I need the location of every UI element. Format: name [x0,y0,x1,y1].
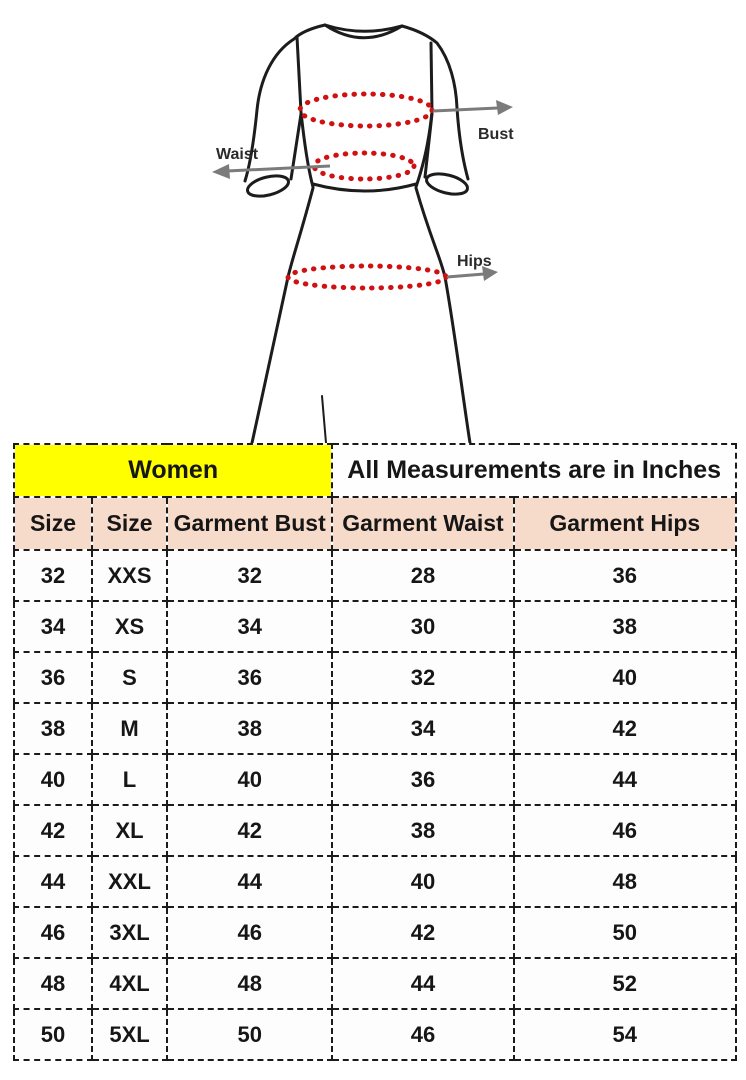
size-cell: 52 [512,957,738,1010]
size-cell: 42 [13,804,93,857]
size-cell: 48 [166,957,334,1010]
size-cell: 42 [166,804,334,857]
size-cell: 38 [13,702,93,755]
size-cell: 40 [13,753,93,806]
women-banner-cell: Women [12,443,334,498]
table-row: 32 XXS 32 28 36 [13,549,738,602]
hips-label: Hips [457,253,492,270]
column-header-garment-hips: Garment Hips [512,496,738,551]
waist-label: Waist [216,146,259,163]
size-cell: XS [90,600,169,653]
size-cell: 48 [512,855,738,908]
size-cell: 38 [512,600,738,653]
size-cell: 32 [331,651,515,704]
size-cell: 36 [166,651,334,704]
size-cell: 40 [512,651,738,704]
size-cell: 4XL [90,957,169,1010]
units-banner-cell: All Measurements are in Inches [331,443,737,498]
size-cell: 40 [331,855,515,908]
size-cell: 46 [512,804,738,857]
size-cell: 50 [512,906,738,959]
column-header-size-numeric: Size [13,496,93,551]
bust-arrowhead-icon [496,100,513,115]
size-cell: 34 [13,600,93,653]
table-row: 40 L 40 36 44 [13,753,738,806]
dress-outline [243,23,472,443]
column-header-size-alpha: Size [90,496,169,551]
banner-row: Women All Measurements are in Inches [12,443,737,498]
size-cell: 38 [331,804,515,857]
column-header-garment-bust: Garment Bust [166,496,334,551]
bust-measure-ellipse [297,91,435,129]
left-cuff [246,174,290,198]
size-cell: 36 [512,549,738,602]
column-header-garment-waist: Garment Waist [331,496,515,551]
size-cell: 50 [166,1008,334,1061]
hips-arrow-icon [446,272,485,279]
table-row: 50 5XL 50 46 54 [13,1008,738,1061]
size-cell: 50 [13,1008,93,1061]
size-cell: 44 [166,855,334,908]
size-cell: 36 [331,753,515,806]
table-row: 48 4XL 48 44 52 [13,957,738,1010]
table-row: 44 XXL 44 40 48 [13,855,738,908]
table-row: 42 XL 42 38 46 [13,804,738,857]
size-cell: 54 [512,1008,738,1061]
size-cell: M [90,702,169,755]
size-cell: 40 [166,753,334,806]
size-cell: 36 [13,651,93,704]
size-cell: 3XL [90,906,169,959]
size-cell: 44 [13,855,93,908]
size-cell: XXL [90,855,169,908]
table-row: 46 3XL 46 42 50 [13,906,738,959]
size-chart-table: Women All Measurements are in Inches Siz… [12,443,738,1061]
dress-measurement-diagram: Bust Waist Hips [0,0,746,443]
size-chart-body: 32 XXS 32 28 36 34 XS 34 30 38 36 S 36 32 40 38 M 38 34 42 4… [13,549,738,1061]
size-cell: 44 [331,957,515,1010]
size-cell: S [90,651,169,704]
waist-arrow-icon [226,164,331,173]
size-cell: 38 [166,702,334,755]
hips-measure-ellipse [285,263,449,291]
table-row: 34 XS 34 30 38 [13,600,738,653]
table-row: 36 S 36 32 40 [13,651,738,704]
size-cell: 44 [512,753,738,806]
size-cell: 5XL [90,1008,169,1061]
size-cell: 42 [512,702,738,755]
bust-label: Bust [478,126,514,143]
size-cell: L [90,753,169,806]
size-cell: 46 [13,906,93,959]
size-cell: 34 [331,702,515,755]
table-row: 38 M 38 34 42 [13,702,738,755]
column-header-row: Size Size Garment Bust Garment Waist Gar… [13,496,738,551]
waist-arrowhead-icon [212,164,230,179]
hips-arrowhead-icon [482,266,498,281]
size-cell: 32 [166,549,334,602]
size-cell: 46 [331,1008,515,1061]
size-cell: XXS [90,549,169,602]
size-cell: 32 [13,549,93,602]
right-cuff [425,172,469,196]
size-cell: 30 [331,600,515,653]
size-cell: 46 [166,906,334,959]
size-cell: 42 [331,906,515,959]
size-cell: 48 [13,957,93,1010]
bust-arrow-icon [432,106,499,113]
size-cell: 28 [331,549,515,602]
size-cell: XL [90,804,169,857]
size-cell: 34 [166,600,334,653]
